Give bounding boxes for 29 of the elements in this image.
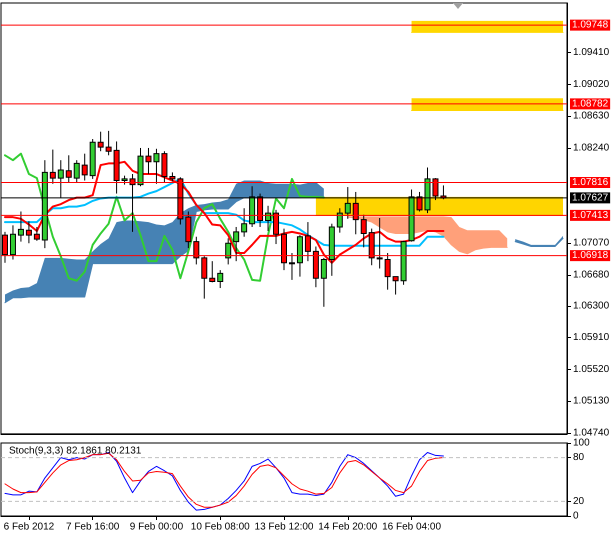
y-tick-label: 1.04740 <box>573 428 610 438</box>
y-tick-label: 1.08240 <box>573 142 610 154</box>
y-tick-label: 100 <box>573 438 590 448</box>
y-tick-label: 1.06300 <box>573 300 610 312</box>
y-tick-label: 20 <box>573 496 585 507</box>
y-tick-label: 80 <box>573 452 585 464</box>
y-tick-label: 1.09020 <box>573 78 610 90</box>
x-tick-label: 13 Feb 12:00 <box>254 522 314 532</box>
y-tick-label: 1.09410 <box>573 47 610 58</box>
x-tick-label: 10 Feb 08:00 <box>190 522 250 532</box>
ref-line-label: 1.06918 <box>572 250 609 262</box>
ref-line-label: 1.09748 <box>572 20 609 31</box>
y-tick-label: 1.05130 <box>573 396 610 407</box>
x-tick-label: 6 Feb 2012 <box>4 522 55 532</box>
y-tick-label: 1.08630 <box>573 110 610 122</box>
y-tick-label: 1.05520 <box>573 364 610 375</box>
ref-line-label: 1.07816 <box>572 176 609 188</box>
y-tick-label: 1.06680 <box>573 270 610 281</box>
chart-title: Stoch(9,3,3) 82.1861 80.2131 <box>9 446 142 456</box>
y-tick-label: 1.07070 <box>573 238 610 249</box>
y-tick-label: 1.05910 <box>573 332 610 344</box>
x-tick-label: 7 Feb 16:00 <box>66 522 120 532</box>
x-tick-label: 16 Feb 04:00 <box>382 522 442 532</box>
ref-line-label: 1.08782 <box>572 98 609 110</box>
y-tick-label: 0 <box>573 510 579 522</box>
ref-line-label: 1.07627 <box>572 192 609 204</box>
x-tick-label: 9 Feb 00:00 <box>130 522 184 532</box>
x-tick-label: 14 Feb 20:00 <box>318 522 378 532</box>
ref-line-label: 1.07413 <box>572 210 609 221</box>
